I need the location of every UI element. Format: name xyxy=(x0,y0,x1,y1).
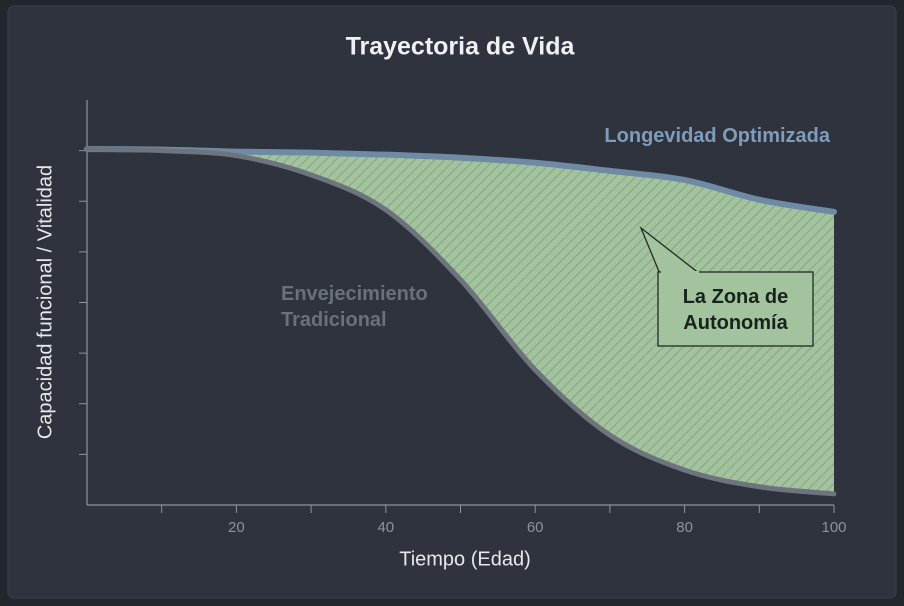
y-axis-label: Capacidad funcional / Vitalidad xyxy=(34,165,56,439)
x-tick-label: 100 xyxy=(821,519,846,536)
x-tick-label: 80 xyxy=(676,519,693,536)
chart-title: Trayectoria de Vida xyxy=(346,33,576,61)
x-axis-label: Tiempo (Edad) xyxy=(399,548,531,570)
x-tick-label: 40 xyxy=(377,519,394,536)
x-tick-label: 60 xyxy=(527,519,544,536)
x-tick-label: 20 xyxy=(228,519,245,536)
series-label: Envejecimiento Tradicional xyxy=(281,283,428,331)
series-line xyxy=(84,146,837,497)
series-label: Longevidad Optimizada xyxy=(604,125,830,147)
callout-joint xyxy=(661,271,699,274)
callout-box xyxy=(657,271,814,347)
zone-label: La Zona de Autonomía xyxy=(682,286,789,334)
